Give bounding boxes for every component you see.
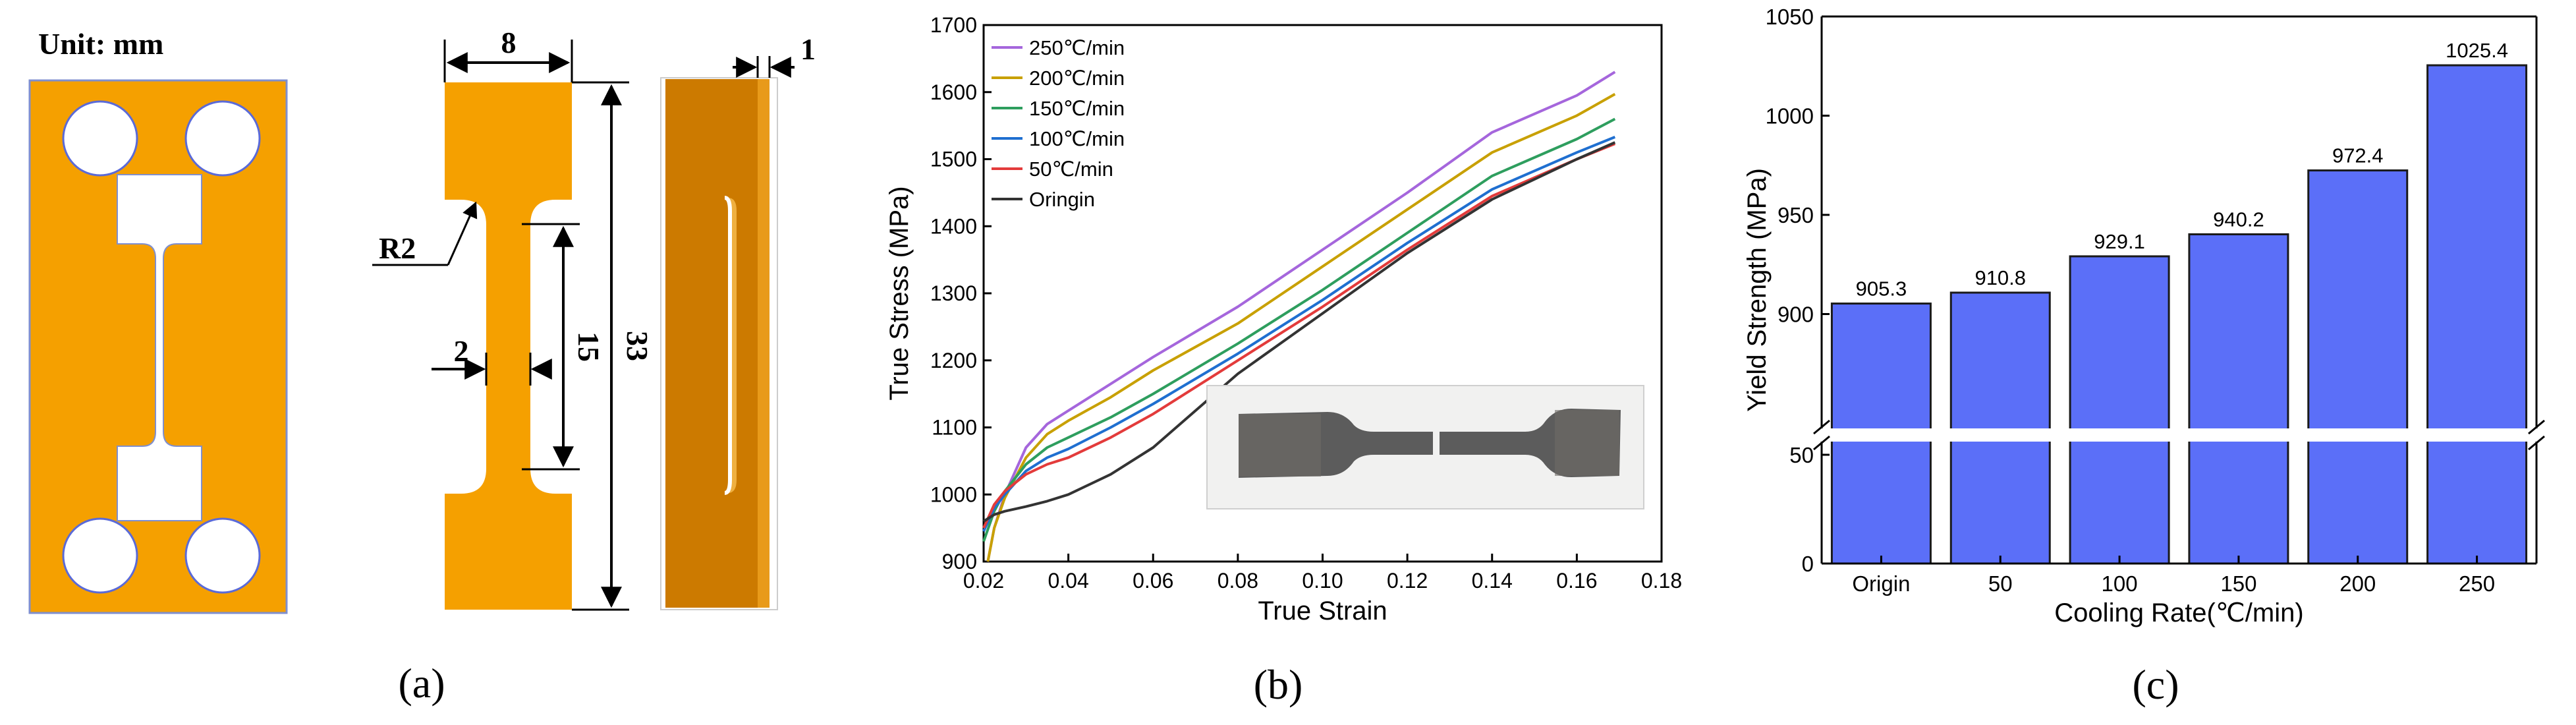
bar (2426, 64, 2528, 565)
dim-radius-label: R2 (379, 231, 416, 265)
caption-c: (c) (2132, 661, 2179, 708)
axis-break-mark (1813, 419, 1830, 435)
y-tick-label: 900 (1778, 303, 1814, 327)
x-tick-label: 0.10 (1302, 569, 1343, 593)
specimen-front-view (445, 82, 572, 610)
dim-total-length: 33 (572, 81, 654, 611)
y-tick-label: 1400 (930, 214, 977, 238)
y-tick-label: 1000 (930, 482, 977, 506)
legend-label: 150℃/min (1029, 97, 1125, 120)
y-tick-label: 1500 (930, 148, 977, 171)
legend-label: 250℃/min (1029, 36, 1125, 59)
dim-width-label: 8 (501, 26, 517, 59)
y-tick-label: 900 (942, 550, 977, 573)
y-tick-label: 1200 (930, 349, 977, 372)
unit-label: Unit: mm (38, 27, 163, 61)
bolt-hole (184, 517, 261, 594)
stress-strain-chart: 0.02 0.04 0.06 0.08 0.10 0.12 0.14 0.16 0.18 900 1… (885, 13, 1682, 625)
bar-value-label: 910.8 (1974, 266, 2026, 289)
bar-value-label: 940.2 (2213, 208, 2264, 231)
caption-a: (a) (398, 660, 445, 707)
bar-value-label: 929.1 (2094, 230, 2145, 253)
x-tick-label: 50 (1988, 571, 2013, 596)
x-tick-label: 0.16 (1556, 569, 1597, 593)
bar (2069, 255, 2170, 565)
x-tick-label: 0.18 (1641, 569, 1682, 593)
x-tick-label: 250 (2459, 571, 2495, 596)
y-axis-label: Yield Strength (MPa) (1743, 168, 1772, 412)
panel-a: Unit: mm 8 (28, 26, 816, 707)
legend-label: Oringin (1029, 188, 1095, 211)
bar-value-label: 1025.4 (2446, 39, 2508, 62)
y-tick-label: 1050 (1766, 5, 1814, 29)
x-tick-label: 0.14 (1472, 569, 1513, 593)
dim-gauge-width-label: 2 (454, 334, 469, 368)
dim-thickness-label: 1 (800, 32, 816, 66)
axis-break-mark (2528, 419, 2545, 435)
x-tick-label: 0.02 (963, 569, 1004, 593)
dim-thickness: 1 (733, 32, 816, 78)
x-tick-label: 0.12 (1387, 569, 1428, 593)
dogbone-cutout (117, 174, 202, 521)
x-tick-label: 0.04 (1048, 569, 1088, 593)
x-tick-label: 150 (2220, 571, 2256, 596)
specimen-side-view (660, 77, 778, 610)
yield-strength-chart: 905.3 Origin 910.8 50 929.1 100 940.2 150 972.4 2… (1743, 5, 2545, 627)
panel-b: 0.02 0.04 0.06 0.08 0.10 0.12 0.14 0.16 0.18 900 1… (885, 13, 1682, 708)
specimen-plate (28, 79, 288, 614)
y-tick-label: 0 (1802, 552, 1814, 576)
bolt-hole (62, 100, 138, 177)
bar-value-label: 905.3 (1856, 277, 1907, 301)
bolt-hole (184, 100, 261, 177)
legend-label: 100℃/min (1029, 127, 1125, 150)
bar-value-label: 972.4 (2332, 144, 2384, 167)
x-axis-label: True Strain (1258, 596, 1387, 625)
legend-label: 200℃/min (1029, 67, 1125, 90)
dim-radius: R2 (372, 201, 478, 266)
y-axis-label: True Stress (MPa) (885, 186, 914, 400)
y-tick-label: 1100 (932, 416, 977, 440)
dim-gauge-length-label: 15 (572, 332, 605, 362)
bar (2188, 233, 2289, 565)
y-tick-label: 1700 (930, 13, 977, 37)
x-tick-label: 100 (2102, 571, 2138, 596)
y-tick-label: 1300 (930, 281, 977, 305)
series-line (982, 142, 1616, 529)
x-tick-label: 200 (2339, 571, 2376, 596)
series-line (982, 141, 1616, 523)
panel-c: 905.3 Origin 910.8 50 929.1 100 940.2 150 972.4 2… (1743, 5, 2545, 708)
bar (2307, 169, 2409, 565)
legend-label: 50℃/min (1029, 158, 1113, 181)
y-tick-label: 50 (1789, 443, 1814, 467)
axis-break-band (1816, 428, 2542, 442)
y-tick-label: 1600 (930, 80, 977, 104)
y-tick-label: 950 (1778, 203, 1814, 227)
axis-break-mark (1813, 435, 1830, 451)
dim-total-length-label: 33 (621, 331, 654, 361)
y-tick-label: 1000 (1766, 104, 1814, 129)
dim-gauge-length: 15 (522, 223, 605, 471)
series-line (982, 136, 1616, 533)
x-axis-label: Cooling Rate(℃/min) (2054, 598, 2303, 627)
bolt-hole (62, 517, 138, 594)
axis-break-mark (2528, 435, 2545, 451)
x-tick-label: Origin (1852, 571, 1910, 596)
bar (1949, 291, 2051, 565)
caption-b: (b) (1254, 661, 1303, 708)
x-tick-label: 0.06 (1133, 569, 1173, 593)
x-tick-label: 0.08 (1218, 569, 1258, 593)
fracture-photo-inset (1206, 385, 1644, 509)
dim-gauge-width: 2 (432, 334, 552, 386)
dim-width: 8 (443, 26, 573, 82)
